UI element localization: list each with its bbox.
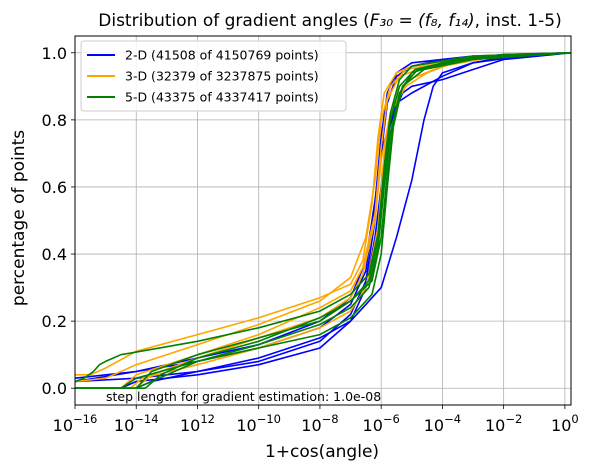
legend-label: 5-D (43375 of 4337417 points)	[125, 90, 319, 105]
x-tick-label: 1012	[180, 412, 215, 435]
y-tick-label: 0.8	[42, 111, 67, 130]
y-tick-label: 0.2	[42, 312, 67, 331]
legend-box	[80, 40, 347, 112]
series-curve	[75, 52, 572, 389]
y-axis-ticks: 0.0 0.2 0.4 0.6 0.8 1.0	[42, 44, 75, 398]
y-tick-label: 1.0	[42, 44, 67, 63]
x-tick-label: 10−8	[301, 412, 338, 435]
chart-title: Distribution of gradient angles (F₃₀ = (…	[98, 11, 561, 31]
legend: 2-D (41508 of 4150769 points) 3-D (32379 …	[80, 40, 347, 112]
chart-title-math: F₃₀ = (f₈, f₁₄)	[370, 11, 475, 31]
x-axis-ticks: 10−16 10−14 1012 10−10 10−8 10−6 10−4 10−2 100	[53, 405, 579, 435]
y-axis-label: percentage of points	[9, 130, 29, 306]
x-tick-label: 100	[551, 412, 579, 435]
series-curve	[74, 52, 572, 383]
series-curve	[75, 52, 572, 389]
axes-frame	[74, 35, 572, 406]
series-curve	[75, 52, 572, 389]
series-curve	[75, 52, 572, 389]
series-curve	[74, 52, 572, 383]
y-tick-label: 0.0	[42, 379, 67, 398]
x-tick-label: 10−14	[114, 412, 159, 435]
step-length-annotation: step length for gradient estimation: 1.0…	[106, 389, 381, 404]
y-tick-label: 0.6	[42, 178, 67, 197]
svg-text:Distribution of gradient angle: Distribution of gradient angles (F₃₀ = (…	[98, 11, 561, 31]
x-tick-label: 10−4	[424, 412, 461, 435]
legend-label: 2-D (41508 of 4150769 points)	[125, 48, 319, 63]
y-tick-label: 0.4	[42, 245, 67, 264]
series-3	[74, 52, 572, 389]
series-curve	[75, 52, 572, 389]
x-tick-label: 10−6	[363, 412, 400, 435]
x-axis-label: 1+cos(angle)	[265, 442, 379, 462]
legend-label: 3-D (32379 of 3237875 points)	[125, 69, 319, 84]
x-tick-label: 10−10	[236, 412, 281, 435]
chart-title-suffix: , inst. 1-5)	[475, 11, 562, 31]
series-curve	[75, 52, 572, 389]
series-curve	[75, 52, 572, 376]
chart-title-prefix: Distribution of gradient angles (	[98, 11, 369, 31]
x-tick-label: 10−2	[485, 412, 522, 435]
x-tick-label: 10−16	[53, 412, 98, 435]
series-curve	[75, 52, 572, 389]
plot-border	[74, 35, 572, 406]
plot-area	[74, 52, 572, 389]
